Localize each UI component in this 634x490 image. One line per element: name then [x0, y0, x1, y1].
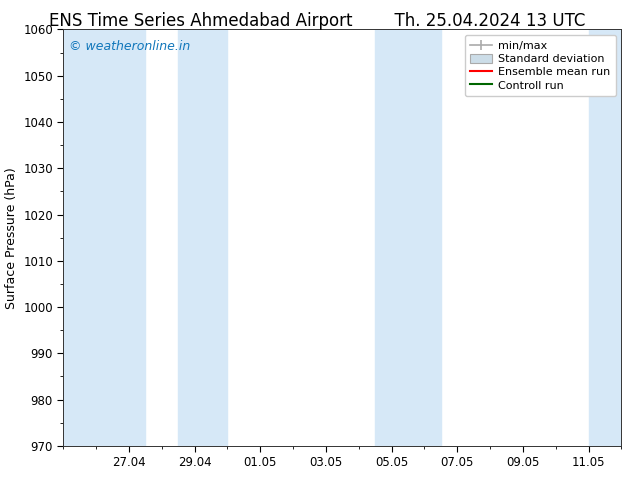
Text: © weatheronline.in: © weatheronline.in — [69, 40, 190, 53]
Y-axis label: Surface Pressure (hPa): Surface Pressure (hPa) — [4, 167, 18, 309]
Bar — [178, 29, 228, 446]
Bar — [63, 29, 145, 446]
Bar — [588, 29, 621, 446]
Text: ENS Time Series Ahmedabad Airport        Th. 25.04.2024 13 UTC: ENS Time Series Ahmedabad Airport Th. 25… — [49, 12, 585, 30]
Bar — [375, 29, 441, 446]
Legend: min/max, Standard deviation, Ensemble mean run, Controll run: min/max, Standard deviation, Ensemble me… — [465, 35, 616, 96]
